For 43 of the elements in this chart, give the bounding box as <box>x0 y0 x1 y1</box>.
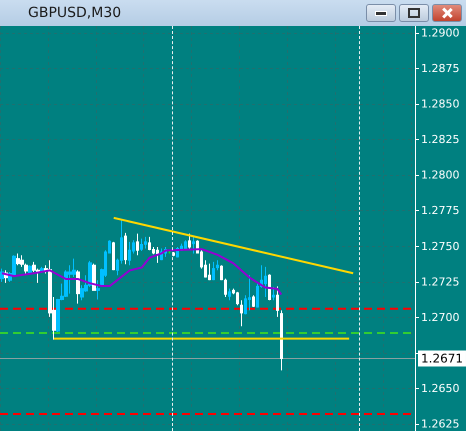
candlestick <box>16 253 20 266</box>
y-tick-label: 1.2825 <box>421 133 460 146</box>
candlestick <box>248 274 251 311</box>
candlestick <box>64 270 68 298</box>
ref-line-label: 1.2671 <box>421 352 463 366</box>
candlestick <box>136 233 139 256</box>
candlestick <box>148 236 151 251</box>
candlestick <box>188 233 191 250</box>
y-tick-label: 1.2650 <box>421 382 460 395</box>
candlestick <box>156 246 159 264</box>
candlestick <box>76 270 80 304</box>
candlestick <box>216 260 219 271</box>
candlestick <box>140 238 143 252</box>
y-tick-label: 1.2625 <box>421 417 460 430</box>
candlestick <box>144 236 147 250</box>
chart-title: GBPUSD,M30 <box>28 5 122 21</box>
y-tick-label: 1.2900 <box>421 26 460 40</box>
candlestick <box>264 266 267 298</box>
candlestick <box>252 294 255 308</box>
candlestick <box>128 241 131 266</box>
candlestick <box>212 261 215 281</box>
candlestick <box>236 291 239 306</box>
candlestick <box>28 264 32 274</box>
y-tick-label: 1.2725 <box>421 275 460 288</box>
candlestick <box>240 300 243 327</box>
candlestick <box>228 288 231 301</box>
y-tick-label: 1.2700 <box>421 310 460 324</box>
y-tick-label: 1.2850 <box>421 98 460 111</box>
y-tick-label: 1.2800 <box>421 168 460 182</box>
y-tick-label: 1.2875 <box>421 62 460 76</box>
candlestick <box>208 263 211 281</box>
candlestick <box>112 241 115 271</box>
candlestick <box>96 280 100 300</box>
y-tick-label: 1.2775 <box>421 204 460 218</box>
candlestick <box>276 286 279 318</box>
y-tick-label: 1.2750 <box>421 240 460 253</box>
line-series <box>0 248 282 296</box>
candlestick <box>280 310 283 371</box>
candlestick <box>192 236 195 254</box>
candlestick <box>124 232 127 265</box>
candlestick <box>268 274 271 301</box>
candlestick <box>272 286 275 301</box>
candlestick <box>92 263 96 292</box>
